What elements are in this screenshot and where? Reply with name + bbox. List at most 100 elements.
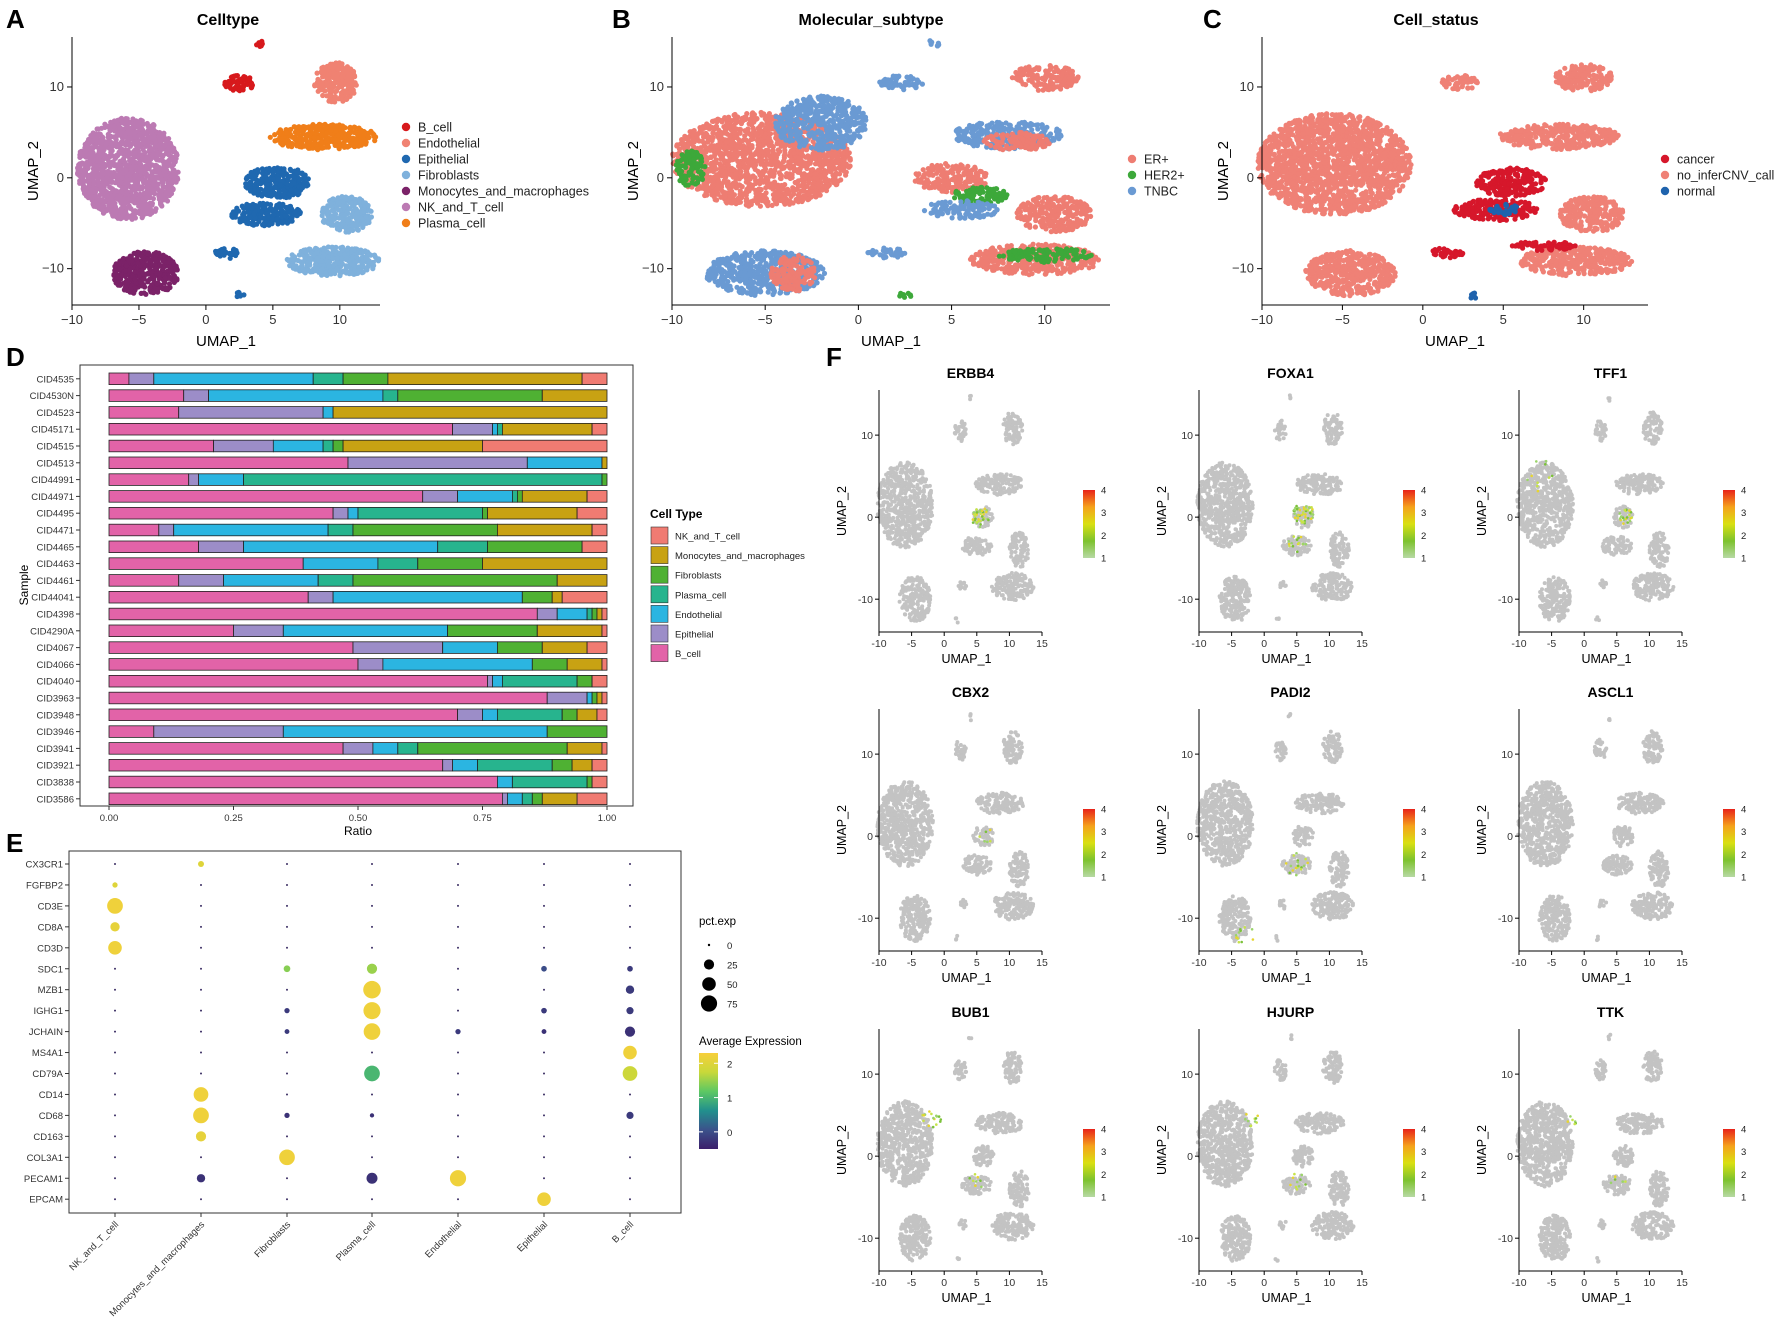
data-point <box>96 131 103 137</box>
data-point <box>117 194 123 200</box>
legend-label: Plasma_cell <box>418 217 485 231</box>
panel-letter-b: B <box>612 4 631 34</box>
data-point <box>132 176 138 182</box>
data-point <box>764 120 770 126</box>
data-point <box>371 252 378 258</box>
data-point <box>267 202 274 208</box>
data-point <box>264 186 270 193</box>
x-tick-label: −10 <box>61 312 83 327</box>
data-point <box>123 149 129 156</box>
data-point <box>169 163 175 170</box>
data-point <box>318 139 324 145</box>
data-point <box>77 166 83 172</box>
legend-swatch <box>401 154 411 164</box>
data-point <box>132 200 138 206</box>
data-point <box>304 142 310 148</box>
data-point <box>109 186 116 192</box>
data-point <box>98 152 105 158</box>
data-point <box>116 261 122 267</box>
data-point <box>153 266 159 272</box>
data-point <box>736 163 743 170</box>
data-point <box>790 187 796 193</box>
data-point <box>772 190 778 197</box>
data-point <box>758 172 764 178</box>
data-point <box>127 267 133 273</box>
data-point <box>335 123 342 129</box>
data-point <box>144 185 150 191</box>
data-point <box>117 158 123 164</box>
data-point <box>163 196 169 202</box>
data-point <box>833 172 839 178</box>
data-point <box>314 146 320 152</box>
data-point <box>334 206 340 212</box>
data-point <box>171 261 177 267</box>
data-point <box>328 61 334 67</box>
data-point <box>317 84 323 91</box>
data-point <box>131 139 137 145</box>
cluster-b-cell <box>222 73 255 94</box>
data-point <box>127 130 133 136</box>
data-point <box>309 123 315 129</box>
data-point <box>737 145 744 151</box>
data-point <box>769 202 775 208</box>
data-point <box>330 196 336 202</box>
data-point <box>735 195 742 201</box>
data-point <box>747 176 753 182</box>
legend-swatch <box>401 218 411 228</box>
cluster-nk-and-t-cell <box>75 115 181 222</box>
cluster-endothelial <box>312 60 359 105</box>
data-point <box>335 132 341 138</box>
data-point <box>109 193 115 199</box>
data-point <box>277 182 283 188</box>
data-point <box>133 124 139 130</box>
data-point <box>733 171 739 177</box>
data-point <box>134 256 140 262</box>
chart-title: Molecular_subtype <box>799 12 944 29</box>
data-point <box>709 189 715 195</box>
legend-label: Endothelial <box>418 137 480 151</box>
data-point <box>305 131 312 137</box>
data-point <box>279 136 285 142</box>
data-point <box>782 150 788 156</box>
data-point <box>357 199 363 205</box>
data-point <box>160 252 166 258</box>
data-point <box>148 260 154 266</box>
data-point <box>327 97 333 103</box>
data-point <box>782 182 788 188</box>
data-point <box>769 143 775 149</box>
data-point <box>757 181 763 187</box>
data-point <box>256 186 262 193</box>
data-point <box>248 82 254 88</box>
data-point <box>330 269 336 275</box>
data-point <box>280 187 287 193</box>
data-point <box>332 137 338 143</box>
data-point <box>248 169 254 176</box>
data-point <box>757 203 764 209</box>
data-point <box>320 92 326 99</box>
umap-panel-a: Celltype−10 −5 0 5 10−10010UMAP_1UMAP_2B_cel… <box>25 12 589 350</box>
data-point <box>691 138 698 144</box>
panel-letter-a: A <box>6 4 25 34</box>
data-point <box>262 204 268 210</box>
panel-letter-f: F <box>826 342 842 372</box>
data-point <box>101 198 108 204</box>
legend-label: Monocytes_and_macrophages <box>418 185 589 199</box>
data-point <box>751 112 758 118</box>
data-point <box>300 183 307 189</box>
data-point <box>691 128 697 134</box>
data-point <box>350 254 356 260</box>
data-point <box>259 176 265 182</box>
data-point <box>153 142 159 148</box>
data-point <box>153 206 159 212</box>
data-point <box>301 248 307 254</box>
data-point <box>344 218 350 224</box>
data-point <box>337 81 343 88</box>
data-point <box>815 167 822 173</box>
data-point <box>90 138 96 144</box>
legend-swatch <box>401 122 411 132</box>
data-point <box>91 199 97 205</box>
data-point <box>741 191 747 197</box>
data-point <box>704 132 710 138</box>
data-point <box>734 153 740 159</box>
data-point <box>82 145 88 151</box>
